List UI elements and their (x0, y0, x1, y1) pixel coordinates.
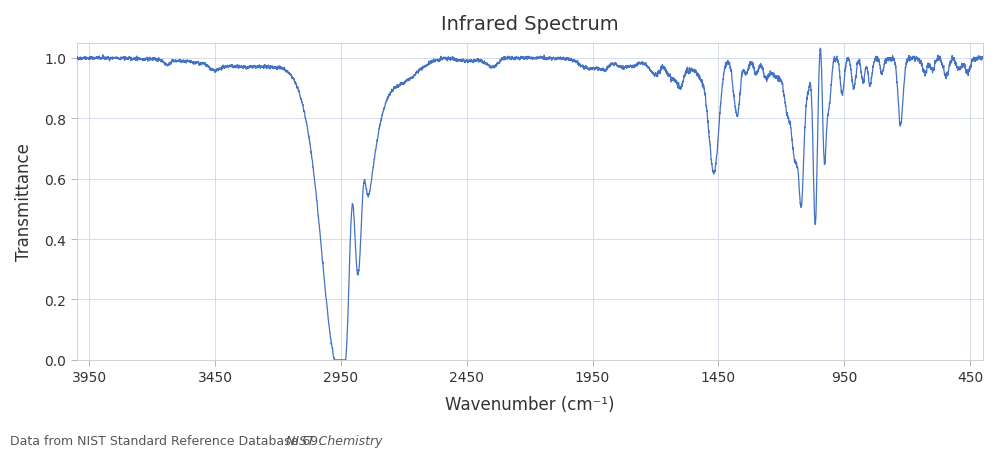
Y-axis label: Transmittance: Transmittance (15, 143, 33, 261)
Title: Infrared Spectrum: Infrared Spectrum (441, 15, 618, 34)
Text: NIST Chemistry: NIST Chemistry (286, 434, 382, 447)
Text: Data from NIST Standard Reference Database 69:: Data from NIST Standard Reference Databa… (10, 434, 326, 447)
X-axis label: Wavenumber (cm⁻¹): Wavenumber (cm⁻¹) (445, 396, 614, 414)
